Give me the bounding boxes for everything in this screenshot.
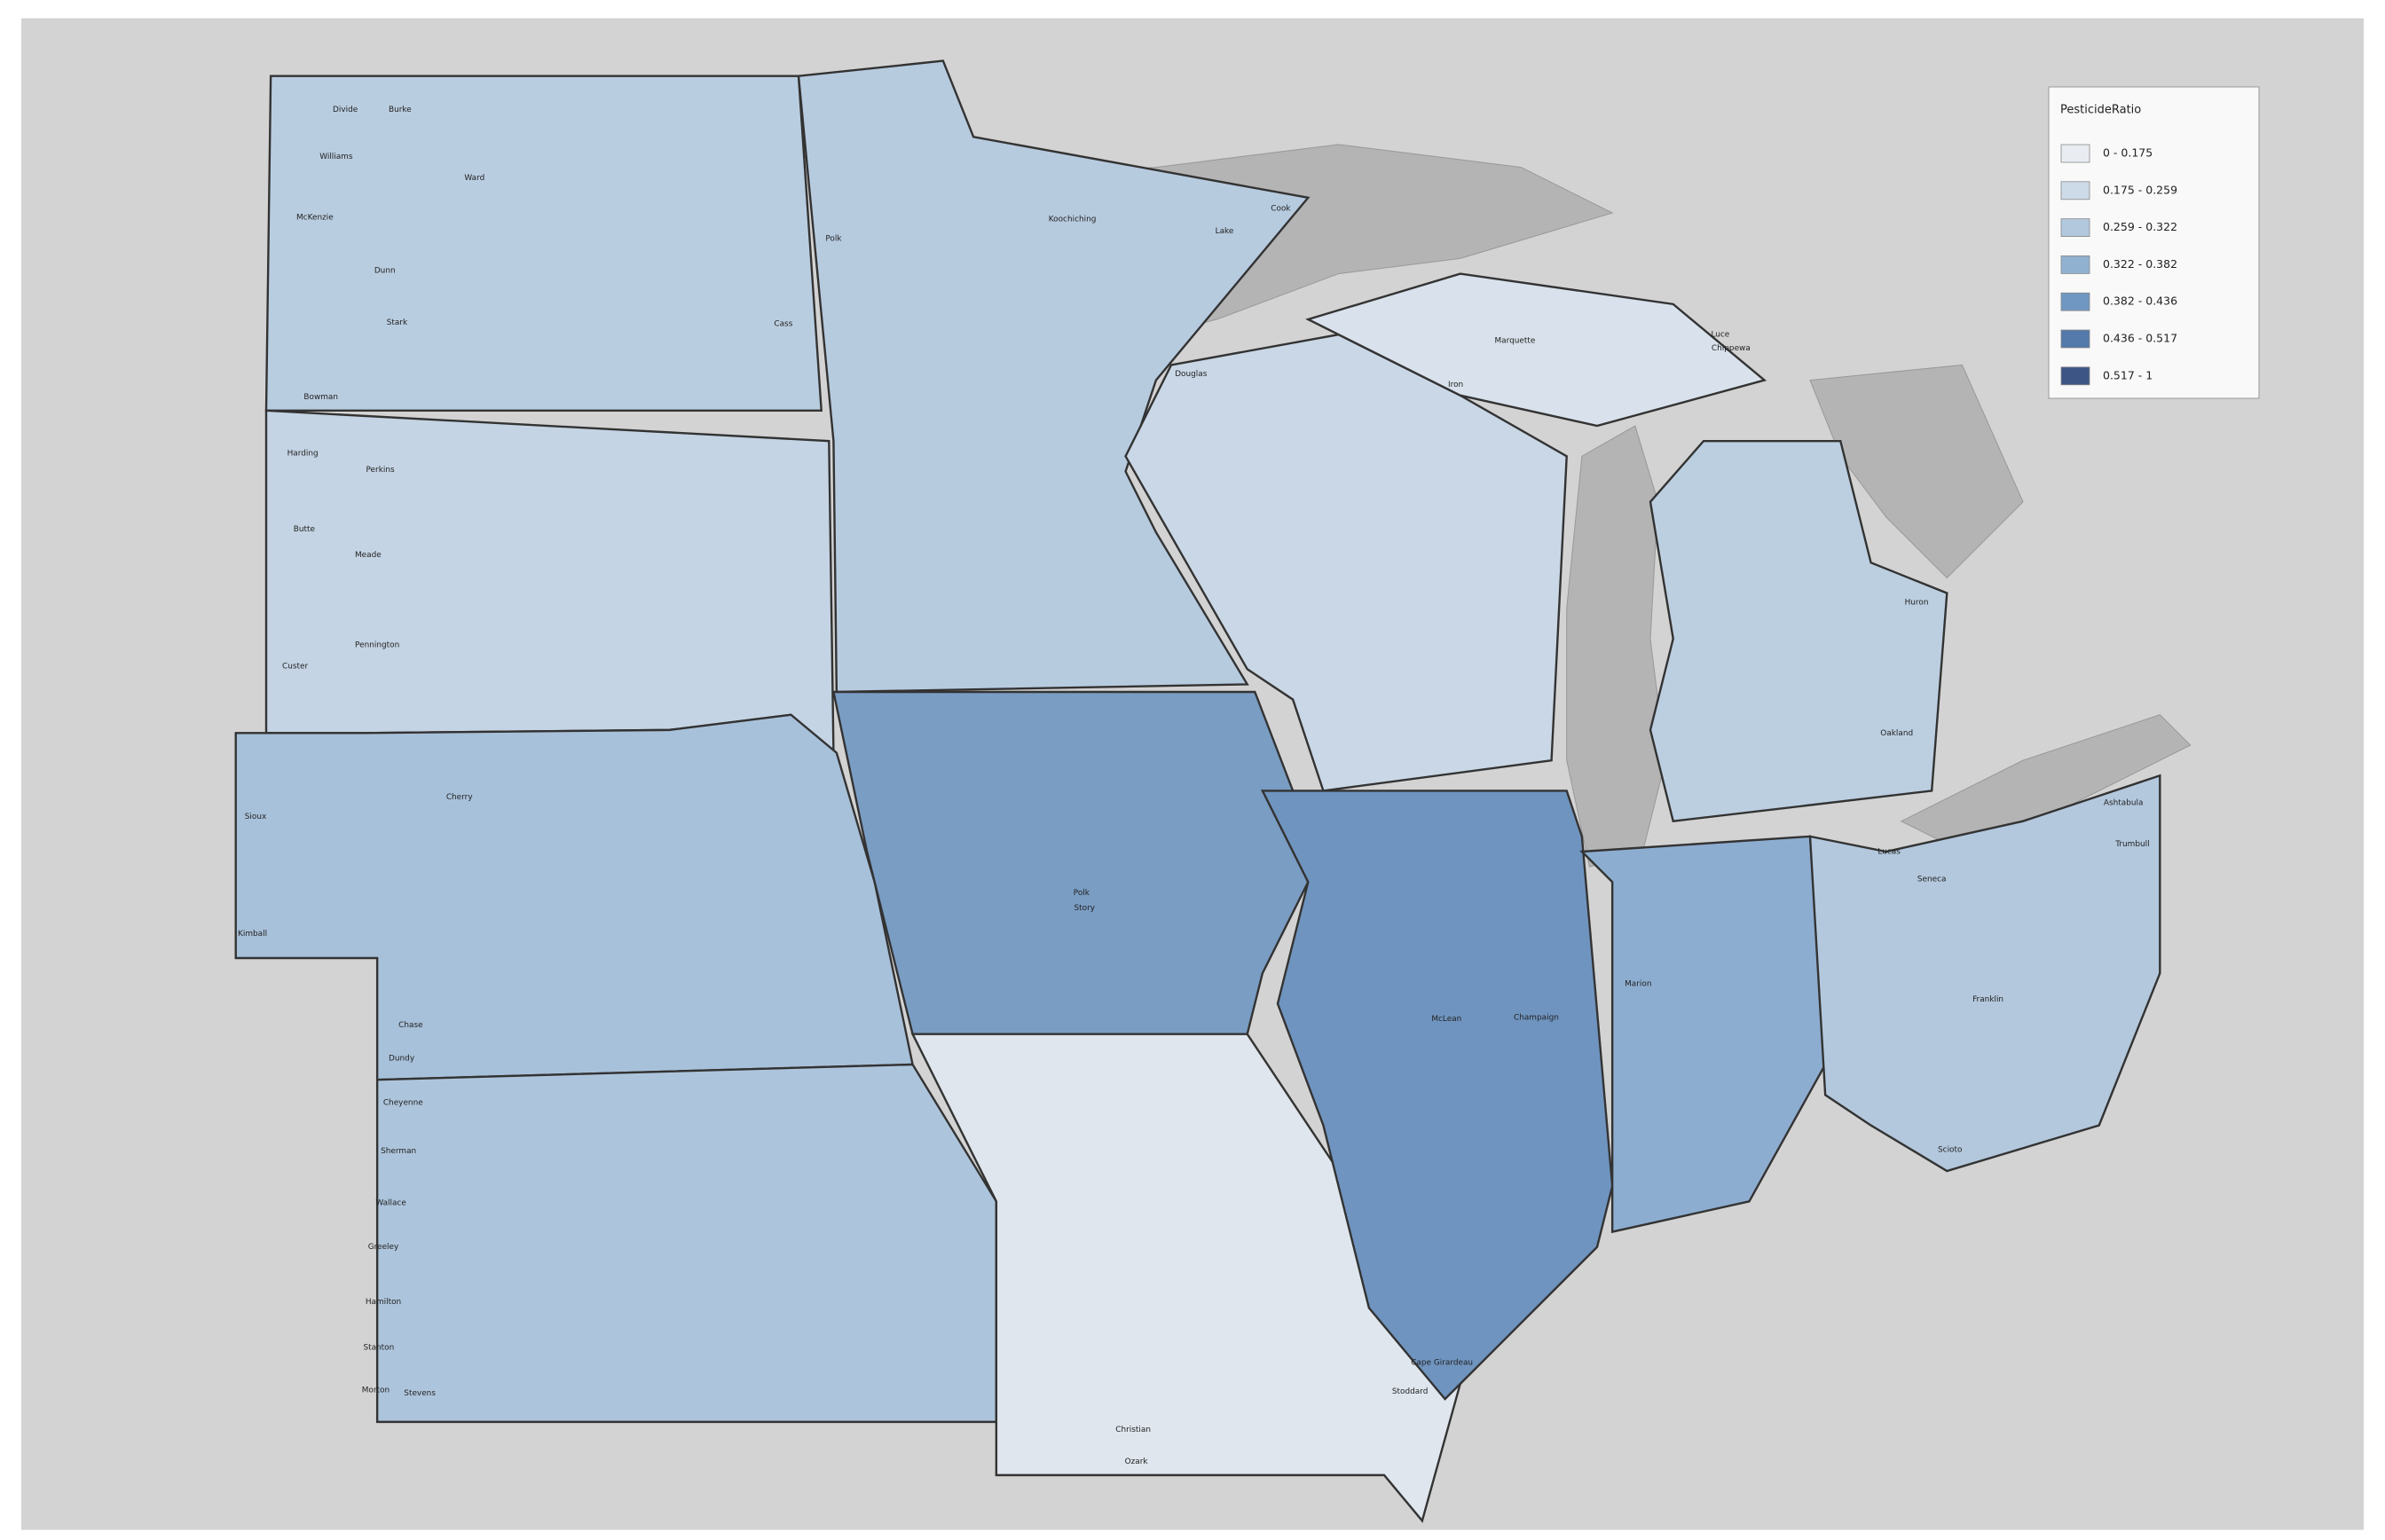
legend-label: 0.517 - 1 (2103, 368, 2153, 381)
county-label: McKenzie (296, 214, 334, 223)
legend-box (2048, 86, 2260, 399)
county-label: Cherry (446, 793, 473, 802)
legend-swatch (2060, 144, 2090, 163)
county-label: Hamilton (366, 1298, 401, 1307)
county-label: Stoddard (1392, 1387, 1429, 1396)
county-label: Ward (464, 174, 484, 183)
states (234, 59, 2161, 1523)
county-label: Huron (1905, 598, 1929, 607)
county-label: Harding (287, 449, 319, 458)
county-label: Butte (294, 525, 315, 534)
missouri (910, 1033, 1461, 1523)
legend-label: 0.436 - 0.517 (2103, 332, 2177, 345)
county-label: Sherman (381, 1147, 416, 1156)
legend-swatch (2060, 181, 2090, 200)
legend-label: 0.322 - 0.382 (2103, 257, 2177, 271)
iowa (831, 690, 1310, 1035)
county-label: Custer (282, 662, 308, 671)
legend-swatch (2060, 255, 2090, 274)
county-label: Cheyenne (383, 1098, 423, 1107)
county-label: Burke (389, 106, 412, 114)
county-label: Lake (1216, 227, 1234, 236)
county-label: Trumbull (2114, 840, 2149, 849)
county-label: Pennington (355, 640, 399, 649)
legend-label: 0 - 0.175 (2103, 146, 2153, 160)
county-label: Stark (387, 318, 408, 327)
south-dakota (264, 409, 835, 756)
wisconsin (1124, 333, 1568, 792)
legend-title: PesticideRatio (2060, 104, 2141, 117)
county-label: Cass (774, 320, 792, 329)
county-label: Chase (398, 1021, 422, 1030)
county-label: Marion (1625, 980, 1651, 989)
county-label: Scioto (1938, 1146, 1962, 1155)
county-label: Dundy (389, 1055, 414, 1064)
county-label: Williams (319, 153, 353, 161)
county-label: Ozark (1125, 1458, 1149, 1466)
county-label: Ashtabula (2104, 799, 2144, 808)
county-label: Bowman (303, 393, 338, 402)
legend-label: 0.382 - 0.436 (2103, 295, 2177, 308)
county-label: Christian (1115, 1426, 1151, 1434)
county-label: Greeley (368, 1243, 399, 1252)
county-label: Cook (1271, 204, 1291, 213)
county-label: Franklin (1972, 995, 2003, 1004)
michigan-lower (1649, 439, 1948, 823)
legend-swatch (2060, 218, 2090, 238)
legend: PesticideRatio 0 - 0.175 0.175 - 0.259 0.2… (2048, 86, 2260, 399)
map-frame: Divide Burke Williams Ward McKenzie Dunn Stark… (21, 18, 2365, 1530)
legend-swatch (2060, 292, 2090, 311)
county-label: Champaign (1514, 1013, 1559, 1022)
county-label: Meade (355, 551, 382, 560)
county-label: Cape Girardeau (1411, 1359, 1473, 1368)
county-label: Chippewa (1712, 344, 1751, 353)
county-label: Polk (825, 235, 842, 244)
legend-label: 0.259 - 0.322 (2103, 220, 2177, 233)
county-label: Stanton (363, 1343, 394, 1352)
county-label: Wallace (375, 1199, 405, 1208)
illinois (1260, 790, 1614, 1401)
legend-swatch (2060, 366, 2090, 386)
county-label: Koochiching (1049, 215, 1097, 224)
county-label: Stevens (404, 1389, 436, 1398)
lake-michigan (1566, 425, 1666, 868)
kansas (375, 1063, 998, 1424)
county-label: Sioux (245, 813, 267, 821)
county-label: Kimball (238, 930, 267, 939)
county-label: Douglas (1175, 370, 1208, 379)
minnesota (797, 59, 1311, 694)
county-label: Marquette (1494, 337, 1535, 346)
county-label: Perkins (366, 466, 395, 475)
legend-swatch (2060, 329, 2090, 349)
county-label: Iron (1448, 381, 1463, 389)
north-dakota (264, 75, 823, 412)
michigan-upper (1305, 272, 1767, 428)
county-label: Polk (1074, 889, 1090, 898)
county-label: Seneca (1917, 875, 1947, 884)
county-label: Luce (1711, 331, 1729, 340)
county-label: Oakland (1880, 729, 1913, 738)
ohio (1808, 774, 2161, 1173)
county-label: Divide (333, 106, 358, 114)
county-label: Morton (362, 1386, 390, 1395)
county-label: Lucas (1877, 848, 1901, 857)
county-label: Dunn (374, 267, 396, 276)
county-label: McLean (1431, 1015, 1461, 1024)
legend-label: 0.175 - 0.259 (2103, 183, 2177, 196)
county-label: Story (1074, 904, 1096, 913)
county-labels: Divide Burke Williams Ward McKenzie Dunn Stark… (238, 106, 2150, 1466)
